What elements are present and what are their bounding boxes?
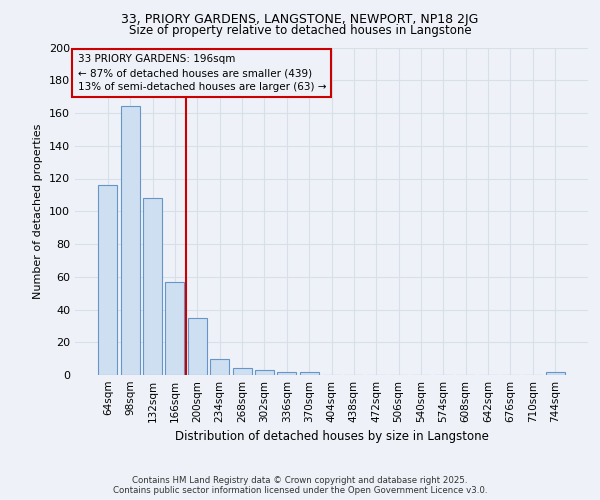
- X-axis label: Distribution of detached houses by size in Langstone: Distribution of detached houses by size …: [175, 430, 488, 444]
- Bar: [98, 185, 118, 375]
- Bar: [210, 358, 229, 375]
- Bar: [255, 370, 274, 375]
- Text: Size of property relative to detached houses in Langstone: Size of property relative to detached ho…: [128, 24, 472, 37]
- Bar: [233, 368, 251, 375]
- Y-axis label: Number of detached properties: Number of detached properties: [34, 124, 43, 299]
- Bar: [121, 106, 140, 375]
- Bar: [545, 372, 565, 375]
- Bar: [143, 198, 162, 375]
- Bar: [188, 318, 207, 375]
- Text: 33 PRIORY GARDENS: 196sqm
← 87% of detached houses are smaller (439)
13% of semi: 33 PRIORY GARDENS: 196sqm ← 87% of detac…: [77, 54, 326, 92]
- Text: 33, PRIORY GARDENS, LANGSTONE, NEWPORT, NP18 2JG: 33, PRIORY GARDENS, LANGSTONE, NEWPORT, …: [121, 12, 479, 26]
- Text: Contains HM Land Registry data © Crown copyright and database right 2025.
Contai: Contains HM Land Registry data © Crown c…: [113, 476, 487, 495]
- Bar: [166, 282, 184, 375]
- Bar: [277, 372, 296, 375]
- Bar: [299, 372, 319, 375]
